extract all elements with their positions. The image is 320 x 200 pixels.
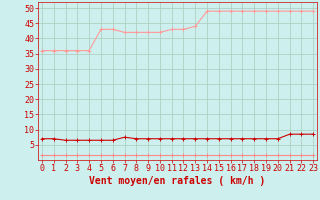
X-axis label: Vent moyen/en rafales ( km/h ): Vent moyen/en rafales ( km/h ) [90, 176, 266, 186]
